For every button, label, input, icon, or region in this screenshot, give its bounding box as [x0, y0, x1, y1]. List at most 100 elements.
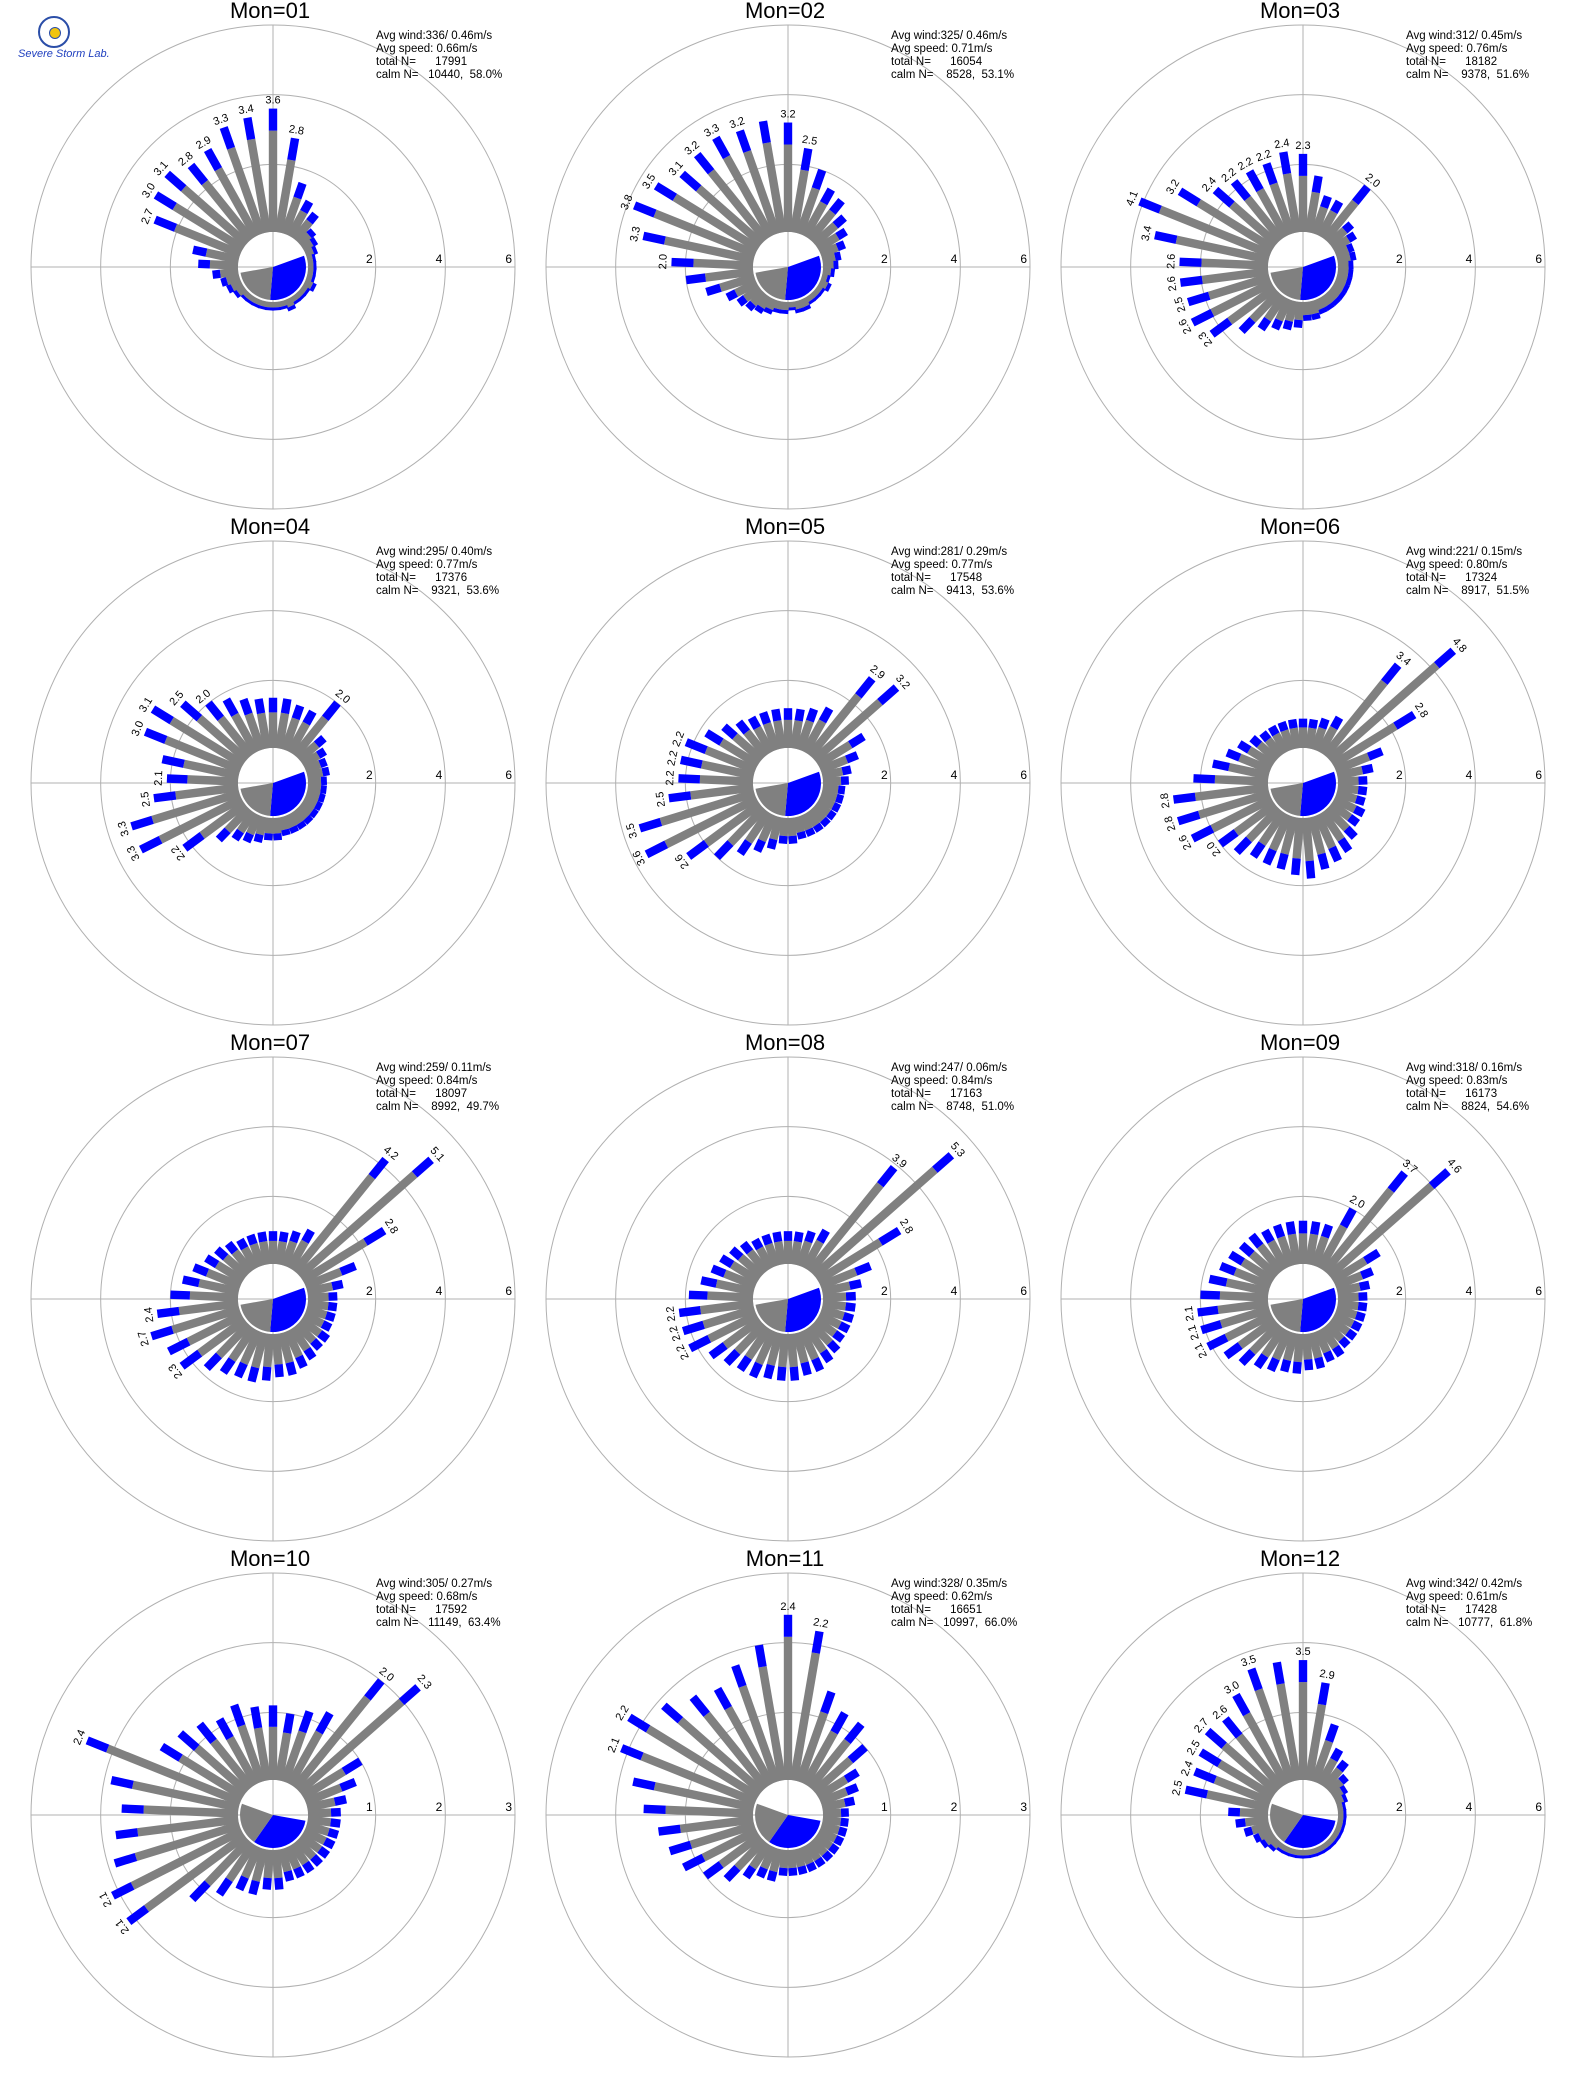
wind-bar-tip [296, 820, 307, 831]
wind-bar-body [640, 1752, 758, 1806]
wind-bar [1253, 1325, 1287, 1370]
wind-bar [661, 1702, 765, 1796]
wind-bar-tip [801, 304, 812, 312]
bar-value-label: 2.5 [139, 791, 153, 808]
wind-bar-body [294, 1321, 317, 1344]
wind-bar-body [789, 169, 809, 234]
wind-bar [1248, 1232, 1285, 1275]
wind-bar [1287, 718, 1302, 750]
wind-bar-body [1201, 258, 1269, 270]
wind-bar-tip [203, 1352, 222, 1372]
wind-bar-tip [215, 1717, 234, 1741]
wind-bar-body [1206, 1790, 1270, 1812]
wind-bar [300, 747, 328, 769]
bar-value-label: 2.1 [1183, 1305, 1197, 1322]
wind-bar-tip [280, 698, 292, 715]
wind-bar-body [704, 267, 754, 282]
wind-bar [1219, 1262, 1273, 1290]
wind-bar [280, 1710, 314, 1784]
wind-bar [291, 211, 319, 243]
calm-wedge-blue [1284, 1815, 1336, 1848]
wind-bar-body [1316, 1224, 1348, 1271]
wind-bar-tip [1317, 852, 1330, 870]
wind-bar-tip [268, 697, 278, 713]
wind-bar-tip [214, 1246, 229, 1261]
wind-bar-body [280, 196, 302, 236]
bar-value-label: 2.4 [1179, 1759, 1196, 1778]
wind-bar-tip [1328, 845, 1342, 863]
wind-bar [1186, 273, 1271, 307]
wind-bar-tip [246, 1233, 258, 1246]
wind-bar-body [1301, 301, 1312, 316]
wind-bar-tip [311, 245, 319, 255]
bar-value-label: 3.3 [212, 112, 230, 128]
wind-bar-body [764, 1242, 781, 1268]
wind-rose-panel: 2 4 6 3.4 4.8 2.8 2.0 2.6 2.8 2.8 Mon=06 Avg wind:2… [1040, 514, 1560, 1032]
wind-bar [164, 170, 250, 248]
wind-bar-tip [1235, 1818, 1246, 1828]
wind-bar-tip [1433, 647, 1457, 669]
wind-bar-body [811, 1756, 854, 1796]
stat-avg-wind: Avg wind:312/ 0.45m/s [1406, 30, 1523, 42]
wind-bar [291, 1678, 385, 1791]
wind-bar-tip [310, 1338, 323, 1351]
wind-bar [306, 1795, 348, 1812]
wind-bar-body [1304, 1233, 1319, 1266]
lab-logo-text: Severe Storm Lab. [18, 48, 110, 60]
wind-bar-tip [315, 747, 328, 759]
wind-bar-tip [310, 274, 316, 284]
wind-bar-body [798, 1329, 819, 1361]
stat-total: total N= 16651 [891, 1604, 983, 1616]
wind-bar-body [1228, 762, 1270, 780]
wind-bar-tip [837, 785, 846, 795]
wind-bar-tip [854, 1262, 872, 1276]
wind-bar-body [178, 1754, 246, 1801]
wind-bar-tip [788, 1867, 798, 1877]
wind-bar-tip [1223, 1342, 1243, 1360]
wind-bar-body [1210, 795, 1274, 833]
wind-bar [1304, 1221, 1321, 1266]
wind-bar-body [274, 1732, 292, 1782]
wind-bar-tip [324, 1311, 336, 1322]
wind-bar-body [307, 776, 322, 786]
wind-bar [1310, 195, 1332, 236]
wind-bar [1230, 179, 1285, 243]
wind-bar [300, 1757, 363, 1801]
bar-value-label: 3.5 [1295, 1646, 1310, 1658]
wind-bar-body [1319, 1325, 1339, 1350]
wind-bar-body [1214, 775, 1269, 786]
wind-bar-body [719, 273, 756, 292]
wind-bar [306, 1279, 344, 1296]
wind-bar [766, 815, 784, 850]
wind-bar-tip [1393, 710, 1417, 730]
wind-bar-tip [1323, 1350, 1335, 1363]
wind-bar-tip [254, 698, 266, 715]
wind-bar-body [1326, 1778, 1344, 1796]
wind-bar-body [244, 712, 266, 752]
wind-bar [804, 809, 824, 833]
wind-bar-tip [818, 287, 826, 297]
wind-bar [806, 1721, 865, 1791]
wind-bar [286, 1711, 334, 1787]
bar-value-label: 2.6 [1166, 275, 1180, 292]
wind-bar-tip [1247, 1667, 1263, 1692]
wind-bar-body [137, 1815, 239, 1837]
wind-bar-body [1319, 809, 1345, 842]
wind-bar-body [815, 741, 853, 769]
wind-rose-panel: 2 4 6 3.2 2.5 2.0 3.3 3.8 3.5 3.1 3.2 3.3 3.2 Mon=02 A… [525, 0, 1045, 516]
calm-wedge-gray [755, 267, 788, 300]
wind-bar-body [296, 232, 312, 248]
wind-bar-body [237, 809, 257, 834]
bar-value-label: 2.3 [1295, 140, 1310, 152]
wind-bar-tip [303, 287, 311, 297]
wind-bar-tip [668, 791, 692, 803]
wind-bar-body [1298, 175, 1308, 232]
wind-bar [296, 228, 317, 248]
wind-bar-tip [318, 757, 328, 769]
wind-bar-tip [320, 784, 327, 795]
wind-rose-panel: 1 2 3 2.0 2.3 2.1 2.1 2.4 Mon=10 Avg wind:305/ 0.… [10, 1546, 530, 2064]
wind-bar-tip [1298, 1220, 1308, 1234]
wind-bar-tip [315, 1711, 334, 1735]
wind-bar-tip [268, 108, 278, 131]
seal-icon [38, 16, 70, 48]
